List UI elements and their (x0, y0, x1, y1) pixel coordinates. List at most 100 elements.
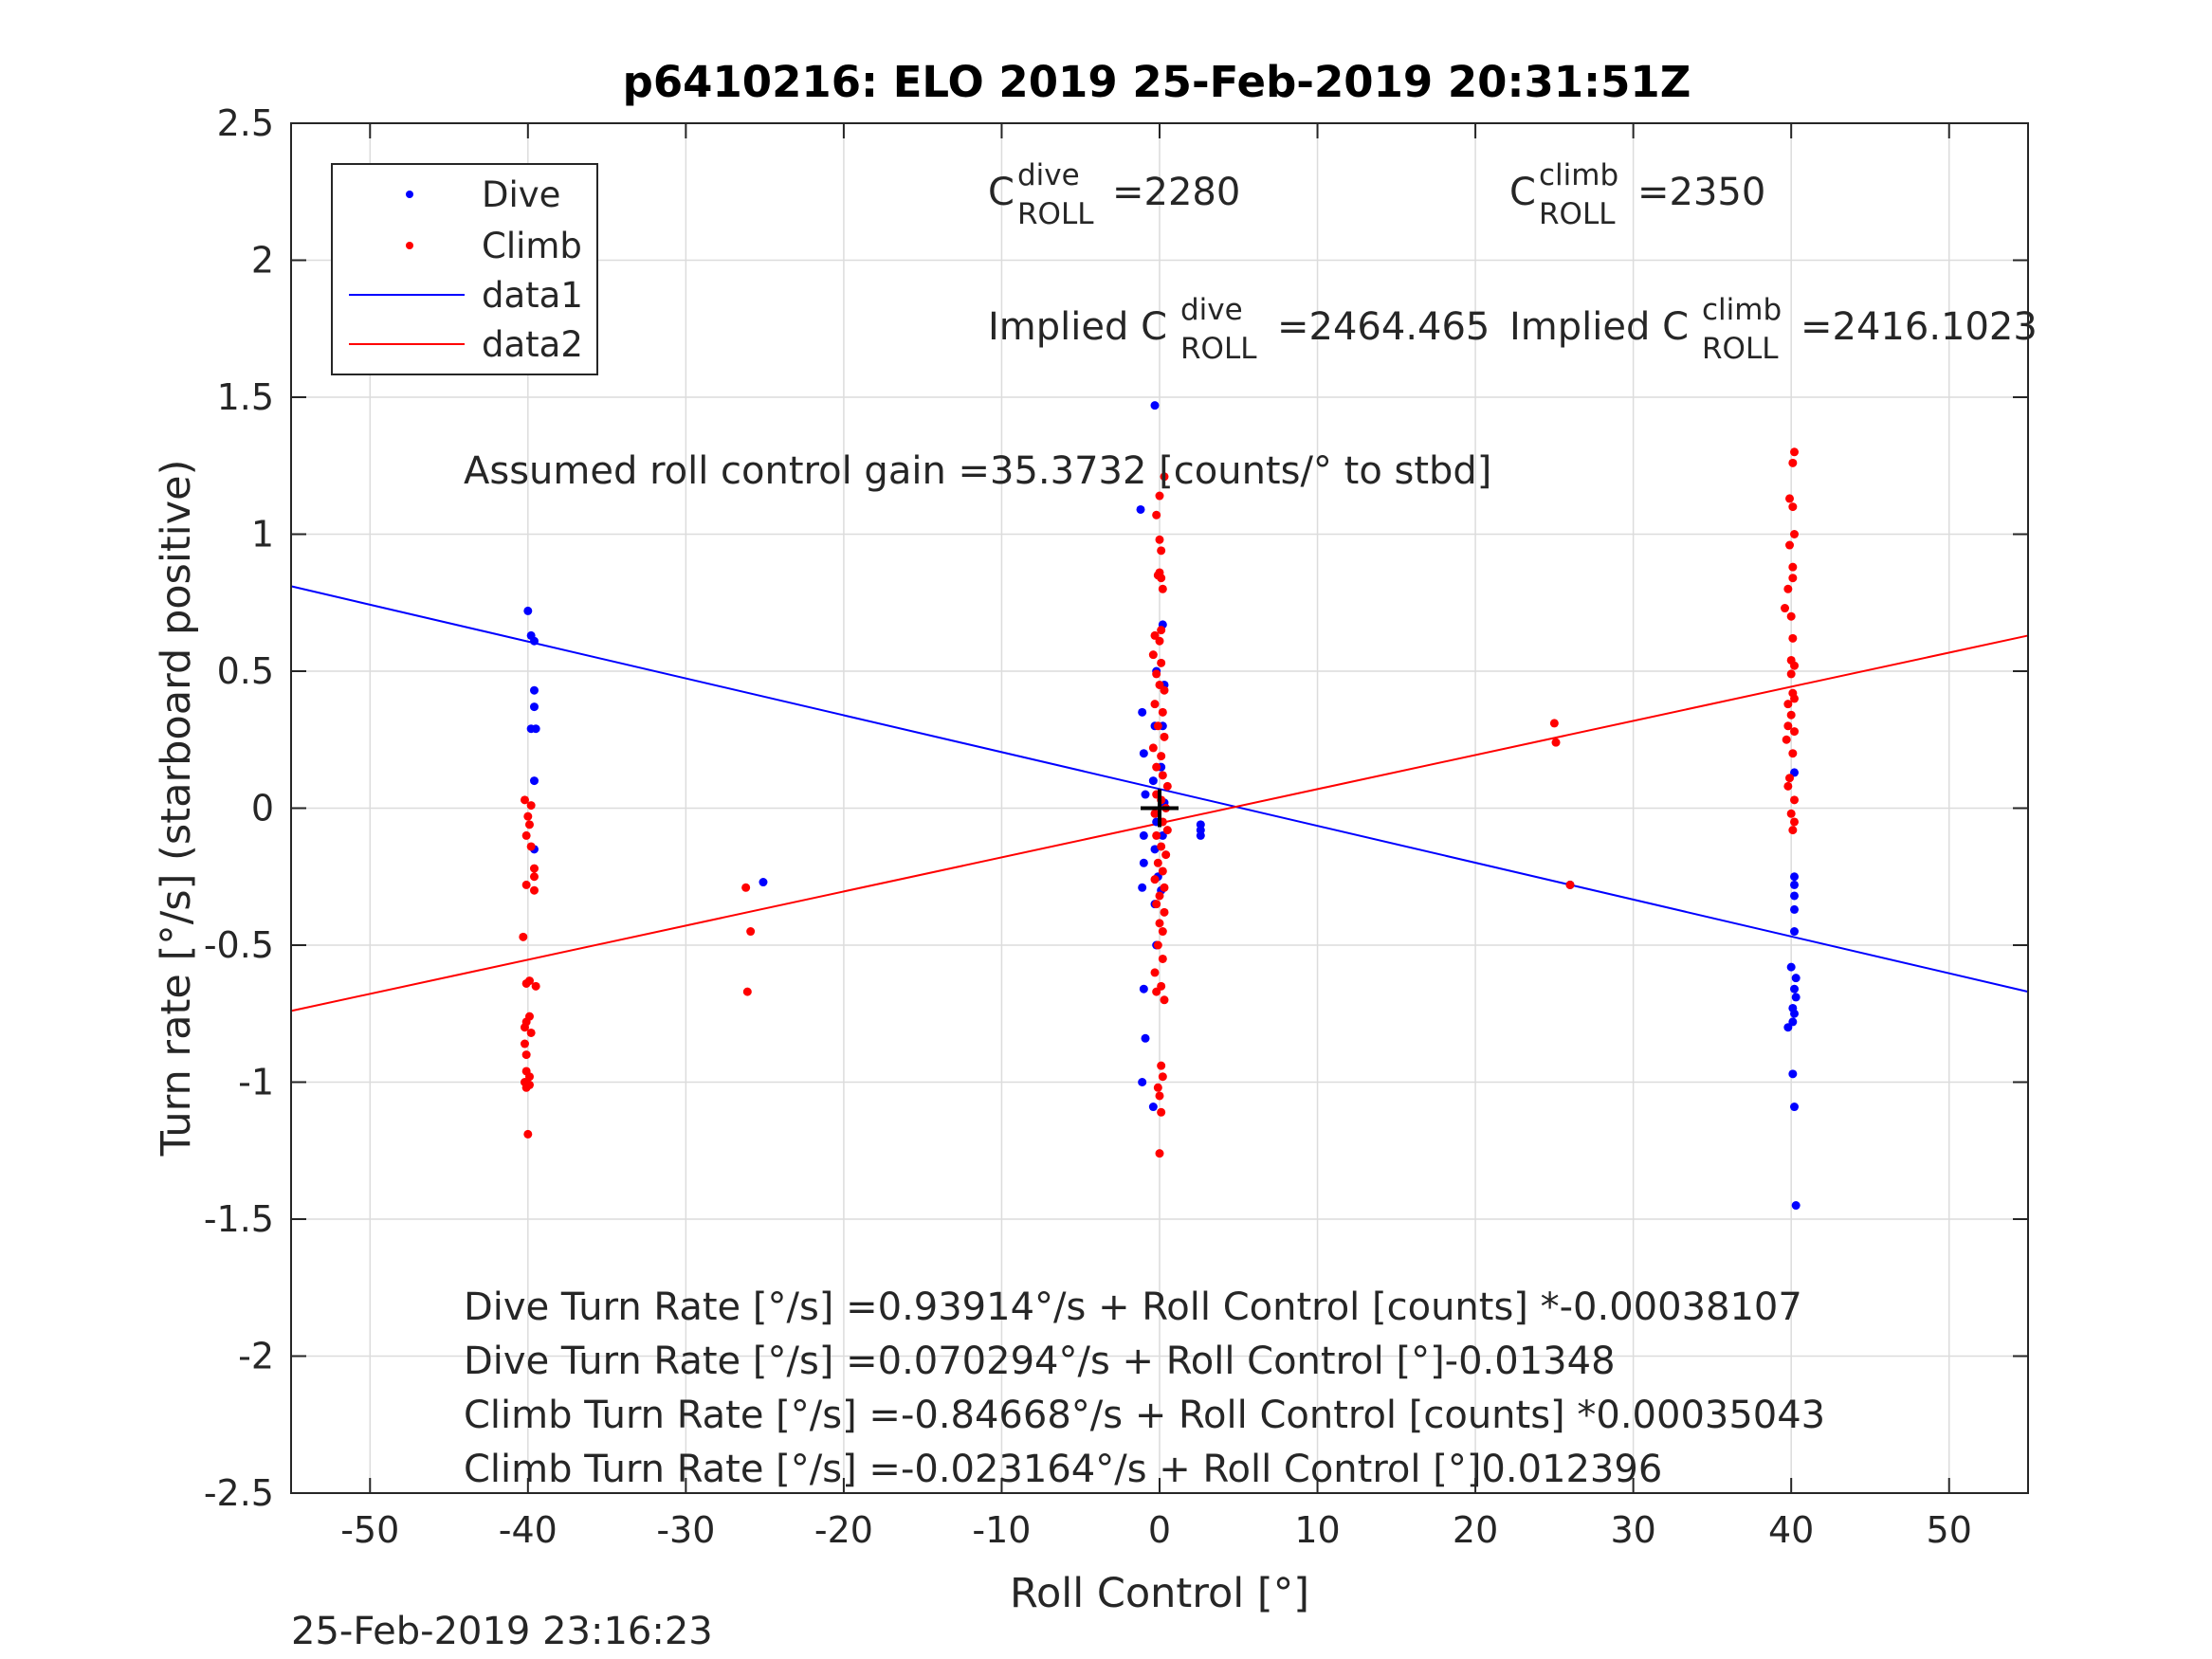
climb-point (1160, 907, 1169, 917)
climb-point (1788, 502, 1798, 512)
x-tick-label: -40 (499, 1509, 558, 1551)
climb-point (1150, 968, 1160, 977)
climb-point (1790, 817, 1800, 827)
climb-point (529, 885, 539, 895)
climb-point (1152, 762, 1161, 772)
y-tick-label: -1 (238, 1062, 274, 1103)
dive-point (1141, 1033, 1150, 1043)
climb-point (1153, 940, 1162, 950)
climb-point (524, 820, 534, 830)
c-climb-sub: ROLL (1539, 197, 1616, 231)
climb-point (1155, 1149, 1164, 1158)
dive-point (1790, 927, 1800, 937)
climb-point (1148, 743, 1158, 753)
climb-point (520, 1023, 529, 1032)
climb-point (1152, 510, 1161, 520)
dive-point (1139, 830, 1148, 840)
dive-point (523, 606, 533, 615)
climb-point (1160, 472, 1169, 482)
legend: Dive Climb data1 data2 (331, 163, 598, 375)
x-tick-label: 40 (1768, 1509, 1814, 1551)
climb-point (1157, 546, 1166, 556)
climb-point (1781, 604, 1790, 613)
dive-point (1786, 962, 1796, 972)
center-marker (1141, 789, 1179, 828)
implied-climb-value: =2416.1023 (1801, 305, 2038, 349)
climb-point (1152, 900, 1161, 909)
fit-line-data1 (290, 585, 2029, 994)
climb-point (521, 880, 531, 889)
climb-point (1150, 700, 1160, 709)
dive-point (1138, 707, 1147, 717)
legend-box (331, 163, 598, 375)
dive-point (1138, 883, 1147, 892)
climb-point (1786, 611, 1796, 621)
dive-point (1788, 1017, 1798, 1027)
c-climb-sup: climb (1539, 158, 1618, 192)
annotation-implied-dive: Implied C dive ROLL =2464.465 (988, 293, 1490, 366)
dive-point (531, 724, 540, 734)
annotation-c-climb: C climb ROLL =2350 (1509, 158, 1765, 231)
c-dive-value: =2280 (1112, 171, 1240, 214)
annotation-implied-climb: Implied C climb ROLL =2416.1023 (1509, 293, 2038, 366)
climb-point (1160, 883, 1169, 892)
y-tick-label: -0.5 (204, 924, 274, 966)
dive-point (529, 636, 539, 646)
climb-point (1157, 658, 1166, 667)
climb-point (521, 978, 531, 988)
climb-point (1152, 830, 1161, 840)
x-axis-label: Roll Control [°] (1010, 1570, 1309, 1617)
x-tick-label: 30 (1610, 1509, 1655, 1551)
climb-point (526, 1028, 536, 1037)
axis-ticks: -50 -40 -30 -20 -10 0 10 20 30 40 50-2.5-2-1.5-1-0… (204, 102, 2028, 1551)
climb-point (1788, 562, 1798, 572)
climb-point (1786, 669, 1796, 679)
dive-point (1790, 891, 1800, 901)
climb-point (1155, 491, 1164, 501)
dive-point (529, 776, 539, 786)
climb-point (1788, 633, 1798, 643)
climb-point (1783, 721, 1793, 731)
y-axis-label: Turn rate [°/s] (starboard positive) (153, 460, 200, 1158)
dive-point (759, 878, 768, 887)
y-tick-label: 0.5 (217, 650, 274, 692)
climb-point (521, 1050, 531, 1060)
implied-dive-prefix: Implied C (988, 305, 1167, 349)
legend-climb-marker (406, 242, 413, 249)
climb-point (1158, 584, 1167, 593)
climb-point (1785, 540, 1795, 550)
c-dive-base: C (988, 171, 1015, 214)
x-tick-label: -30 (656, 1509, 715, 1551)
implied-climb-sub: ROLL (1702, 332, 1779, 366)
climb-point (529, 864, 539, 873)
climb-point (1549, 719, 1559, 728)
climb-point (746, 927, 756, 937)
climb-point (1160, 732, 1169, 741)
implied-climb-prefix: Implied C (1509, 305, 1689, 349)
y-tick-label: 2 (251, 240, 274, 282)
y-tick-label: 0 (251, 788, 274, 830)
climb-point (1783, 700, 1793, 709)
climb-point (1157, 574, 1166, 583)
climb-point (1158, 707, 1167, 717)
climb-point (1162, 781, 1172, 791)
climb-point (1155, 535, 1164, 544)
dive-point (1141, 790, 1150, 799)
climb-point (1158, 771, 1167, 780)
implied-dive-sup: dive (1180, 293, 1243, 327)
dive-point (1139, 858, 1148, 867)
climb-point (526, 842, 536, 851)
climb-point (1158, 866, 1167, 876)
climb-point (742, 987, 752, 996)
climb-point (1788, 458, 1798, 467)
dive-point (1791, 974, 1801, 983)
dive-point (1139, 749, 1148, 758)
climb-point (531, 981, 540, 991)
climb-point (1790, 530, 1800, 538)
dive-point (1139, 984, 1148, 994)
climb-point (523, 1129, 533, 1139)
dive-point (1136, 504, 1145, 514)
climb-point (1155, 636, 1164, 646)
climb-point (521, 830, 531, 840)
y-tick-label: -1.5 (204, 1198, 274, 1240)
